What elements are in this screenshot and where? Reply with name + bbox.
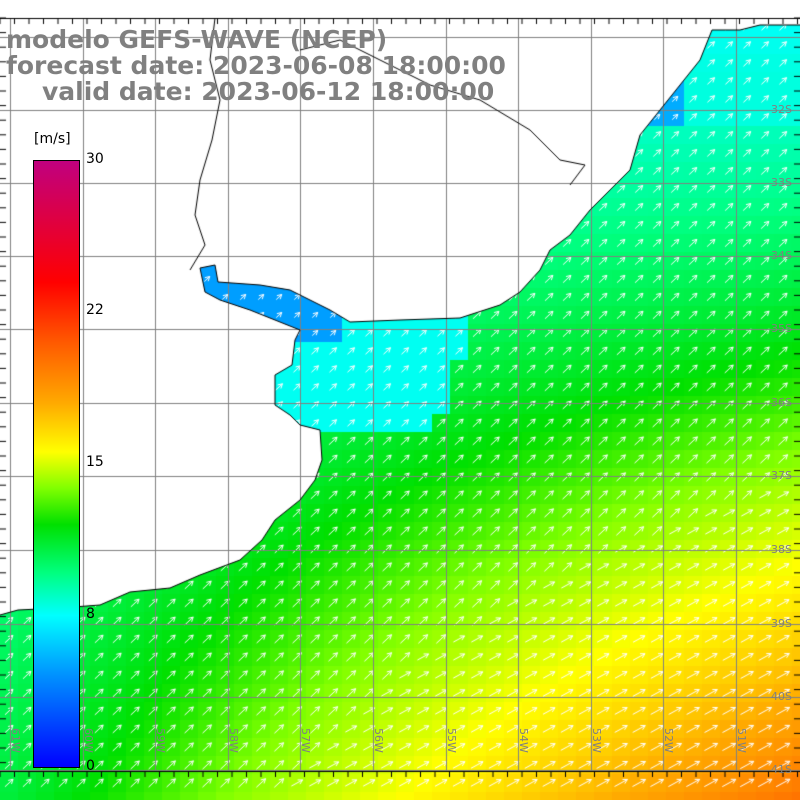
longitude-label: 57W: [299, 728, 312, 753]
longitude-label: 56W: [372, 728, 385, 753]
colorbar-label: 8: [86, 606, 95, 622]
colorbar-label: 30: [86, 151, 104, 167]
longitude-label: 61W: [9, 728, 22, 753]
latitude-label: 34S: [771, 249, 792, 262]
latitude-label: 36S: [771, 396, 792, 409]
latitude-label: 37S: [771, 469, 792, 482]
longitude-label: 52W: [662, 728, 675, 753]
colorbar-unit: [m/s]: [34, 131, 71, 147]
longitude-label: 60W: [82, 728, 95, 753]
latitude-label: 38S: [771, 543, 792, 556]
longitude-label: 53W: [590, 728, 603, 753]
longitude-label: 55W: [445, 728, 458, 753]
latitude-label: 39S: [771, 617, 792, 630]
colorbar-label: 22: [86, 302, 104, 318]
colorbar: [33, 160, 80, 768]
latitude-label: 40S: [771, 690, 792, 703]
colorbar-label: 0: [86, 758, 95, 774]
longitude-label: 59W: [154, 728, 167, 753]
forecast-date: forecast date: 2023-06-08 18:00:00: [6, 51, 506, 80]
longitude-label: 54W: [517, 728, 530, 753]
colorbar-label: 15: [86, 454, 104, 470]
latitude-label: 35S: [771, 322, 792, 335]
longitude-label: 51W: [735, 728, 748, 753]
model-title: modelo GEFS-WAVE (NCEP): [6, 25, 388, 54]
latitude-label: 33S: [771, 176, 792, 189]
latitude-label: 32S: [771, 103, 792, 116]
latitude-label: 41S: [771, 763, 792, 776]
longitude-label: 58W: [227, 728, 240, 753]
valid-date: valid date: 2023-06-12 18:00:00: [42, 77, 495, 106]
